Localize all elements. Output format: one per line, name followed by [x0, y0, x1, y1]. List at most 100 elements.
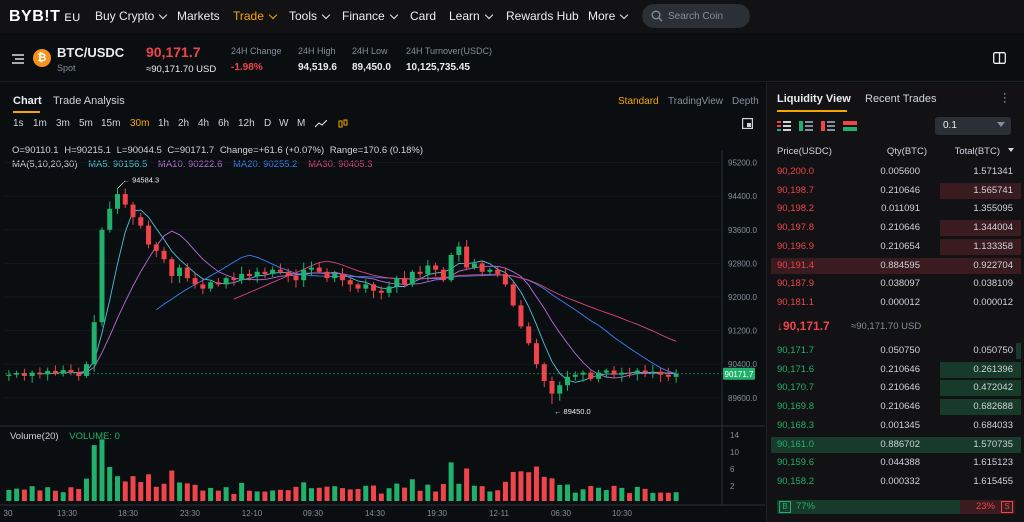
- order-row[interactable]: 90,187.9 0.038097 0.038109: [767, 275, 1024, 293]
- volume-bar: [409, 479, 415, 501]
- order-price: 90,196.9: [777, 240, 814, 252]
- candle-body: [68, 370, 74, 373]
- volume-bar: [526, 472, 532, 501]
- view-standard[interactable]: Standard: [618, 96, 659, 107]
- tab-trade-analysis[interactable]: Trade Analysis: [53, 95, 125, 107]
- interval-12h[interactable]: 12h: [238, 118, 255, 129]
- view-split-icon[interactable]: [843, 121, 857, 132]
- order-row[interactable]: 90,198.2 0.011091 1.355095: [767, 200, 1024, 218]
- nav-learn[interactable]: Learn: [449, 9, 493, 23]
- pair-name[interactable]: BTC/USDC: [57, 45, 125, 60]
- volume-bar: [215, 490, 221, 501]
- order-total: 0.000012: [973, 296, 1013, 308]
- nav-buy-crypto[interactable]: Buy Crypto: [95, 9, 168, 23]
- order-price: 90,159.6: [777, 457, 814, 469]
- search-input[interactable]: Search Coin: [642, 4, 750, 28]
- order-qty: 0.210646: [880, 363, 920, 375]
- volume-bar: [293, 486, 299, 501]
- order-row[interactable]: 90,159.6 0.044388 1.615123: [767, 454, 1024, 472]
- interval-6h[interactable]: 6h: [218, 118, 230, 129]
- interval-1m[interactable]: 1m: [33, 118, 47, 129]
- candle-body: [386, 286, 392, 293]
- nav-finance[interactable]: Finance: [342, 9, 398, 23]
- order-qty: 0.050750: [880, 345, 920, 356]
- order-row[interactable]: 90,181.1 0.000012 0.000012: [767, 294, 1024, 312]
- nav-tools[interactable]: Tools: [289, 9, 331, 23]
- bybit-logo[interactable]: BYB!T EU: [9, 8, 81, 25]
- interval-5m[interactable]: 5m: [79, 118, 93, 129]
- order-qty: 0.005600: [880, 166, 920, 177]
- order-row[interactable]: 90,191.4 0.884595 0.922704: [767, 257, 1024, 275]
- volume-bar: [45, 487, 51, 501]
- precision-select[interactable]: 0.1: [935, 117, 1011, 135]
- candles-icon[interactable]: [338, 119, 348, 129]
- high-value: 94,519.6: [298, 62, 337, 73]
- volume-bar: [464, 468, 470, 501]
- nav-card[interactable]: Card: [410, 9, 437, 23]
- order-row[interactable]: 90,171.7 0.050750 0.050750: [767, 342, 1024, 360]
- volume-bar: [471, 485, 477, 501]
- interval-4h[interactable]: 4h: [198, 118, 210, 129]
- depth-bar: [940, 361, 1021, 378]
- order-row[interactable]: 90,200.0 0.005600 1.571341: [767, 163, 1024, 181]
- interval-1h[interactable]: 1h: [158, 118, 170, 129]
- line-chart-icon[interactable]: [315, 120, 327, 128]
- nav-markets[interactable]: Markets: [177, 9, 220, 23]
- volume-bar: [402, 487, 408, 501]
- tab-liquidity-view[interactable]: Liquidity View: [777, 93, 851, 105]
- volume-bar: [363, 485, 369, 501]
- x-tick-label: 12-10: [242, 509, 263, 518]
- caret-down-icon[interactable]: [1008, 148, 1014, 152]
- search-icon: [651, 10, 663, 22]
- volume-bar: [580, 489, 586, 501]
- candle-body: [433, 265, 439, 270]
- order-row[interactable]: 90,169.8 0.210646 0.682688: [767, 398, 1024, 416]
- order-row[interactable]: 90,196.9 0.210654 1.133358: [767, 238, 1024, 256]
- order-row[interactable]: 90,158.2 0.000332 1.615455: [767, 473, 1024, 491]
- order-row[interactable]: 90,170.7 0.210646 0.472042: [767, 379, 1024, 397]
- volume-bar: [68, 487, 74, 501]
- view-depth[interactable]: Depth: [732, 96, 759, 107]
- interval-30m[interactable]: 30m: [130, 118, 150, 129]
- book-icon[interactable]: [993, 52, 1006, 64]
- interval-1s[interactable]: 1s: [13, 118, 24, 129]
- tab-chart[interactable]: Chart: [13, 95, 42, 107]
- nav-rewards-hub[interactable]: Rewards Hub: [506, 9, 579, 23]
- volume-bar: [642, 488, 648, 501]
- order-row[interactable]: 90,171.6 0.210646 0.261396: [767, 361, 1024, 379]
- nav-more[interactable]: More: [588, 9, 629, 23]
- interval-d[interactable]: D: [264, 118, 272, 129]
- high-label: 24H High: [298, 46, 336, 56]
- turnover-label: 24H Turnover(USDC): [406, 46, 493, 56]
- interval-3m[interactable]: 3m: [56, 118, 70, 129]
- candle-body: [21, 373, 27, 376]
- interval-w[interactable]: W: [279, 118, 289, 129]
- view-tradingview[interactable]: TradingView: [668, 96, 724, 107]
- interval-2h[interactable]: 2h: [178, 118, 190, 129]
- interval-m[interactable]: M: [297, 118, 306, 129]
- price-chart[interactable]: 95200.0 94400.0 93600.0 92800.0 92000.0 91200…: [0, 83, 765, 522]
- mid-price-usd: ≈90,171.70 USD: [851, 321, 922, 332]
- candle-body: [277, 269, 283, 272]
- candle-body: [254, 271, 260, 276]
- menu-icon[interactable]: [12, 54, 24, 64]
- nav-trade[interactable]: Trade: [233, 9, 278, 23]
- order-row[interactable]: 90,197.8 0.210646 1.344004: [767, 219, 1024, 237]
- interval-15m[interactable]: 15m: [101, 118, 121, 129]
- more-options-icon[interactable]: · · ·: [1003, 88, 1007, 108]
- order-row[interactable]: 90,161.0 0.886702 1.570735: [767, 436, 1024, 454]
- x-tick-label: 13:30: [57, 509, 78, 518]
- order-row[interactable]: 90,168.3 0.001345 0.684033: [767, 417, 1024, 435]
- volume-bar: [99, 439, 105, 501]
- tab-recent-trades[interactable]: Recent Trades: [865, 93, 937, 105]
- last-price-tag: [723, 367, 755, 380]
- order-row[interactable]: 90,198.7 0.210646 1.565741: [767, 182, 1024, 200]
- order-total: 0.682688: [973, 401, 1013, 413]
- view-both-icon[interactable]: [777, 121, 791, 132]
- view-bids-icon[interactable]: [799, 121, 813, 132]
- candle-body: [270, 269, 276, 274]
- change-label: 24H Change: [231, 46, 282, 56]
- view-asks-icon[interactable]: [821, 121, 835, 132]
- volume-bar: [347, 489, 353, 501]
- fullscreen-icon[interactable]: [742, 118, 753, 129]
